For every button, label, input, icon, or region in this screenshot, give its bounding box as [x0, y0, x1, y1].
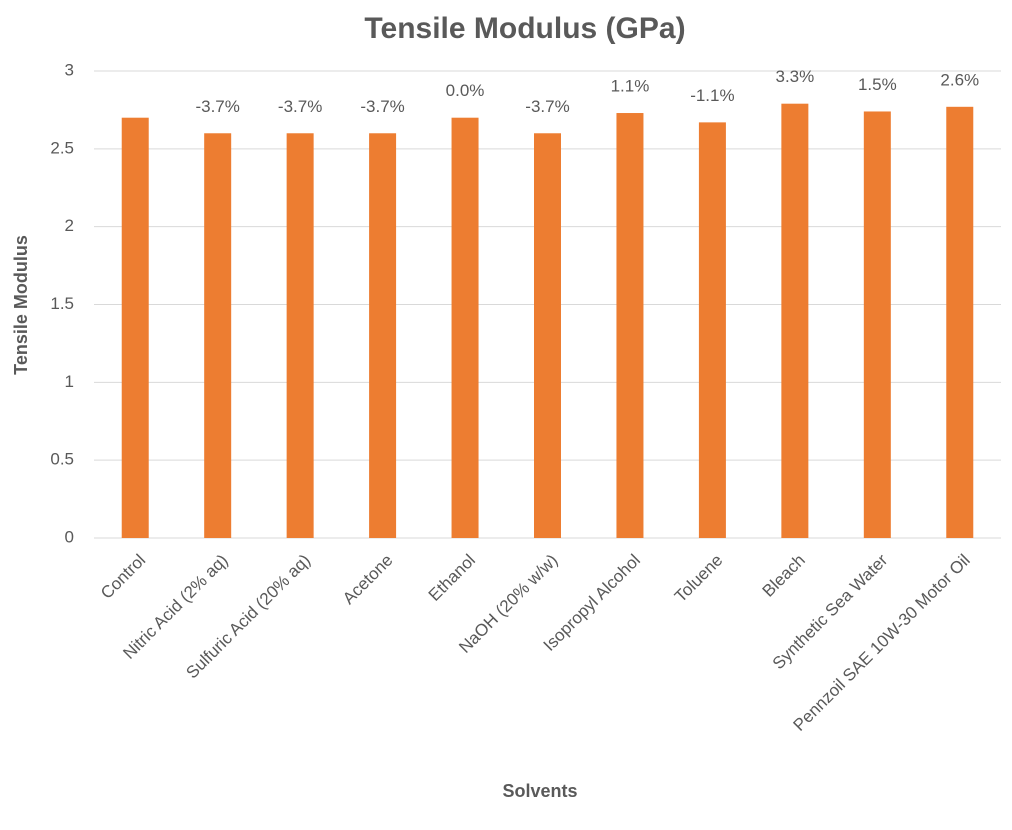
data-label: -1.1% [690, 86, 734, 105]
data-label: 2.6% [940, 70, 979, 89]
bar [534, 133, 561, 538]
bar [286, 133, 314, 538]
data-label: 1.5% [858, 75, 897, 94]
y-tick-label: 0 [65, 527, 74, 546]
bar [616, 113, 644, 538]
bar [121, 117, 149, 538]
data-label: -3.7% [195, 97, 239, 116]
bar [946, 106, 974, 538]
bar [781, 103, 809, 538]
bar [698, 122, 726, 539]
data-label: -3.7% [360, 97, 404, 116]
data-label: 0.0% [446, 81, 485, 100]
chart-title: Tensile Modulus (GPa) [364, 12, 685, 45]
data-label: 1.1% [611, 77, 650, 96]
y-tick-label: 1 [65, 372, 74, 391]
y-axis-title: Tensile Modulus [11, 235, 31, 375]
y-tick-label: 3 [65, 60, 74, 79]
x-axis-title: Solvents [502, 781, 577, 801]
x-tick-label: Control [97, 551, 149, 603]
bar [369, 133, 397, 538]
x-tick-label: Acetone [339, 551, 397, 609]
x-tick-label: Toluene [671, 551, 727, 607]
y-tick-label: 2.5 [50, 138, 74, 157]
y-tick-label: 1.5 [50, 294, 74, 313]
data-label: -3.7% [278, 97, 322, 116]
bar [451, 117, 479, 538]
bar [204, 133, 232, 538]
y-tick-label: 2 [65, 216, 74, 235]
x-tick-label: Pennzoil SAE 10W-30 Motor Oil [790, 551, 974, 735]
y-tick-label: 0.5 [50, 450, 74, 469]
bar [863, 111, 891, 539]
data-label: -3.7% [525, 97, 569, 116]
x-tick-label: Ethanol [425, 551, 479, 605]
x-tick-label: Bleach [759, 551, 809, 601]
data-label: 3.3% [775, 67, 814, 86]
